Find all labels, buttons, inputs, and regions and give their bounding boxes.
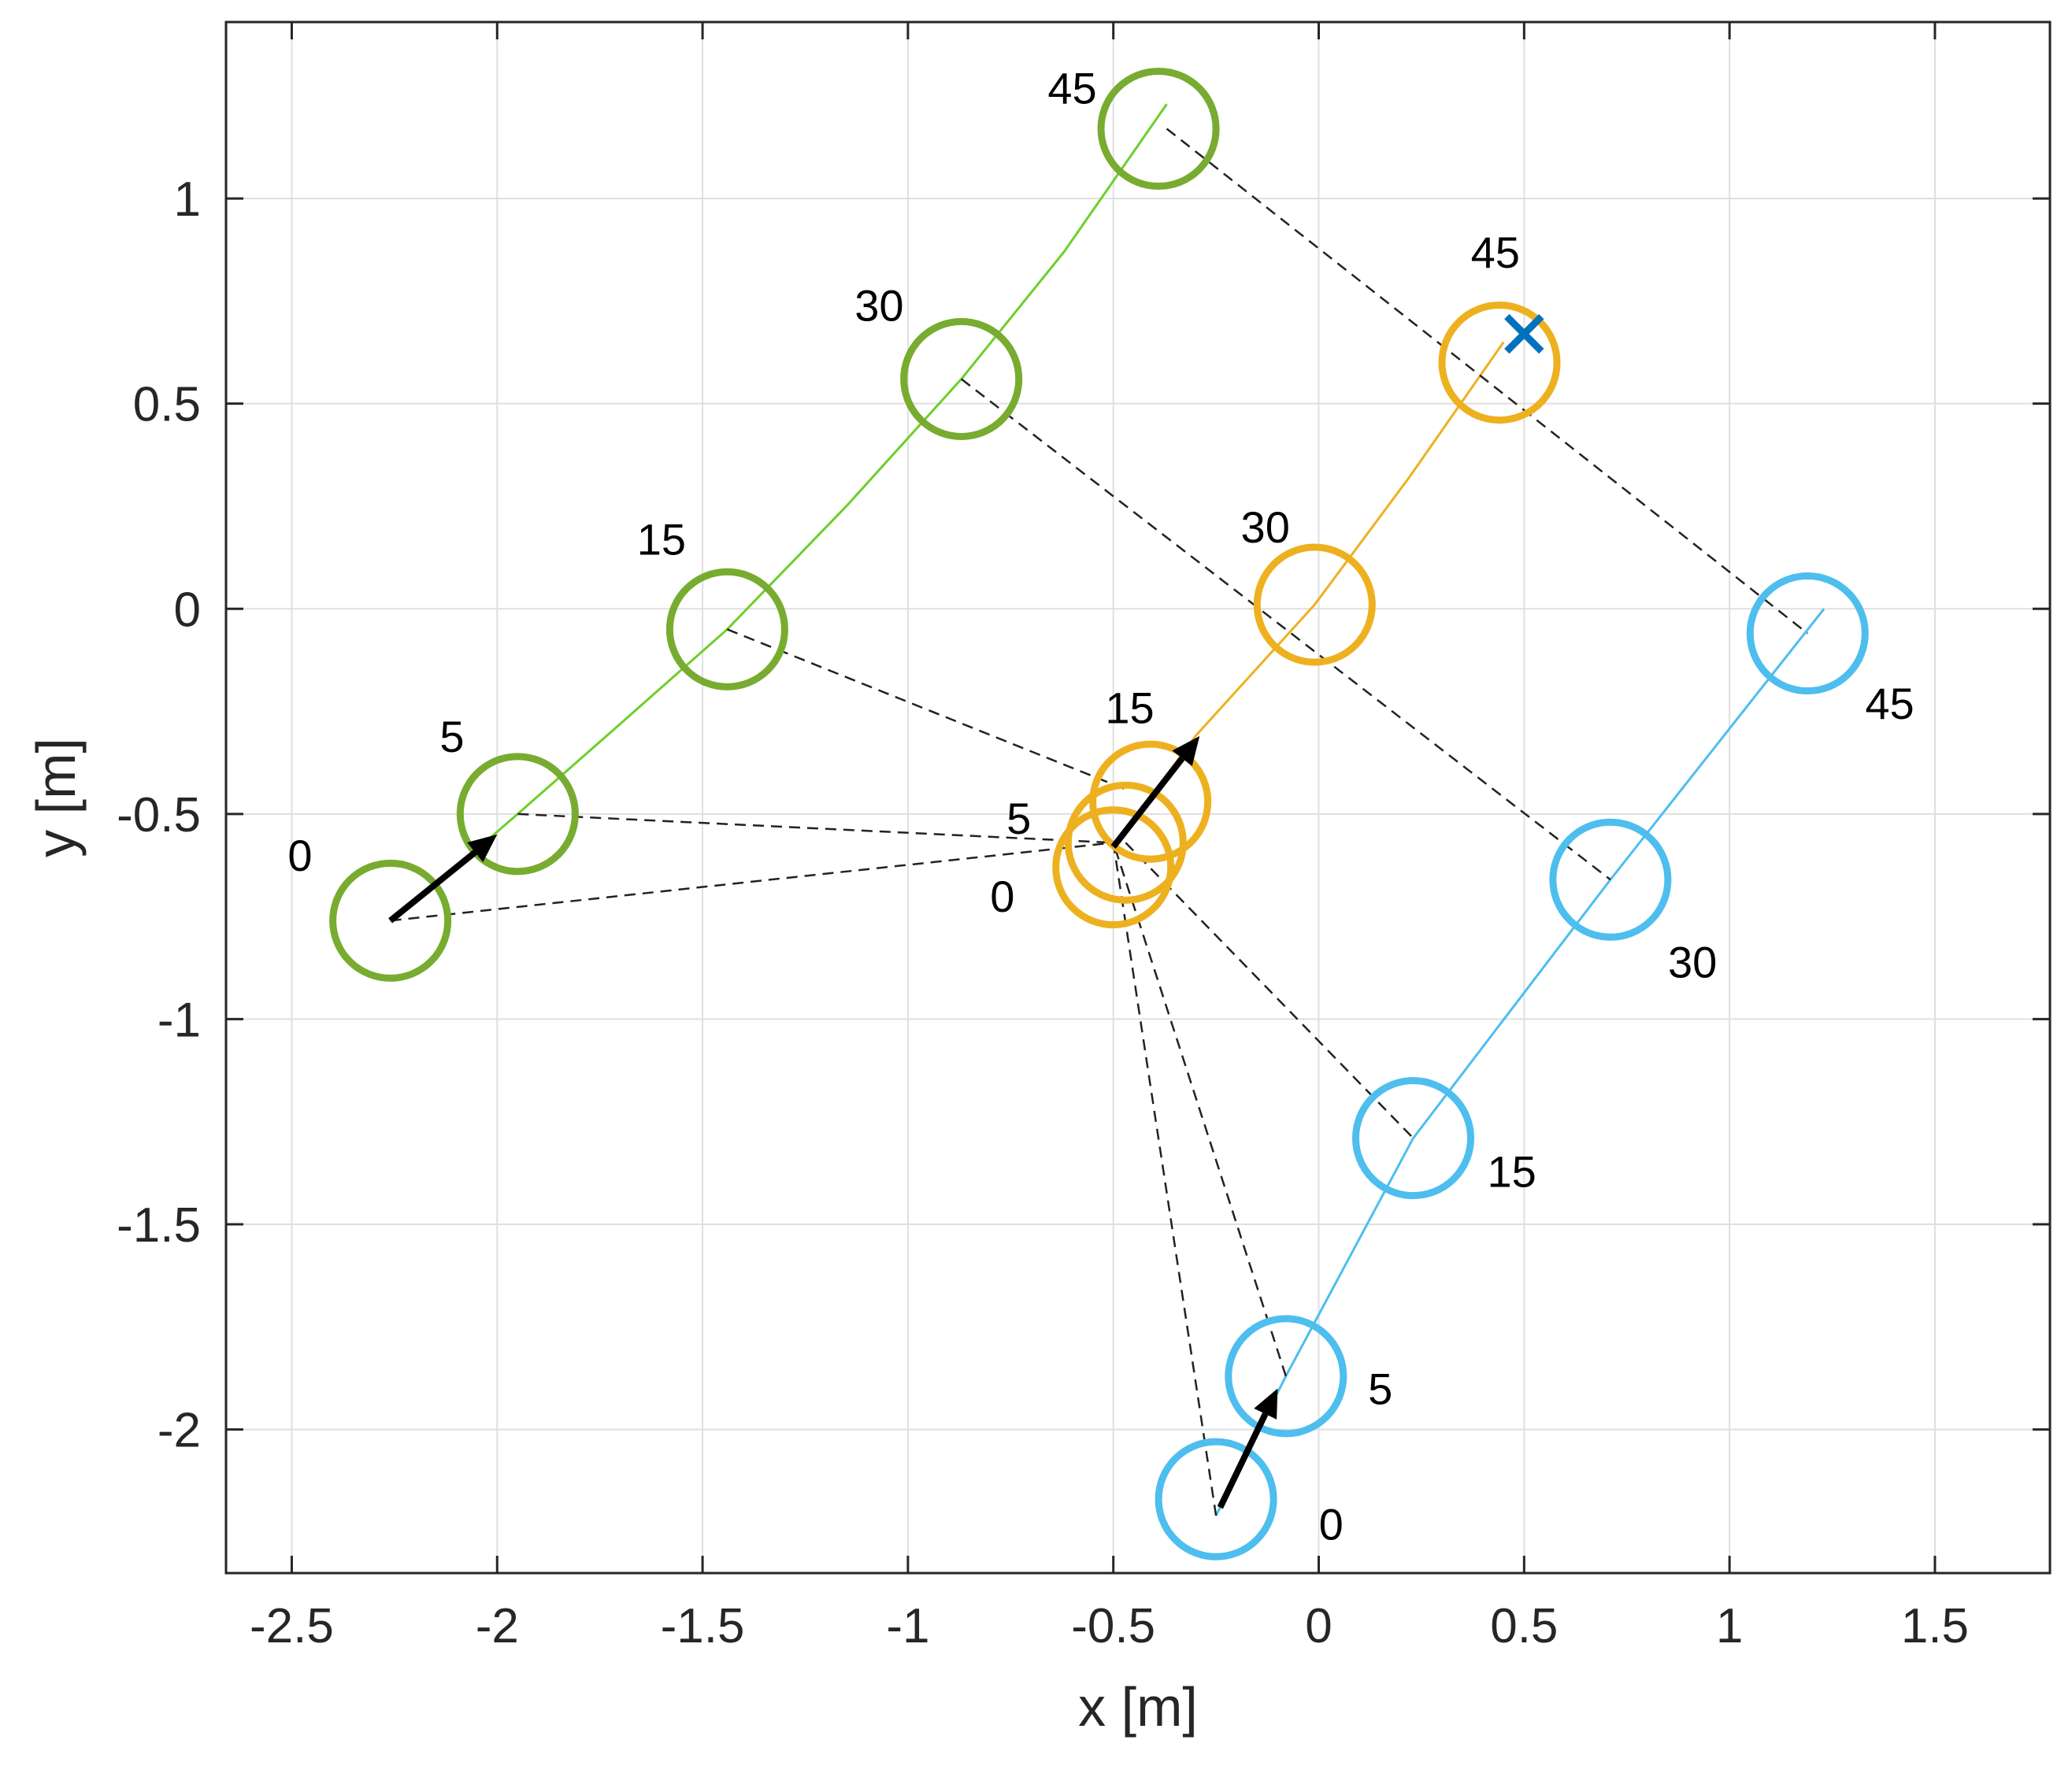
x-tick-label: -1 [886, 1599, 929, 1653]
time-labels: 0 5 15 30 45 0 5 15 30 45 0 5 15 30 45 [287, 63, 1914, 1549]
green-robot-t15 [665, 568, 788, 690]
blue-robot-t5 [1225, 1315, 1347, 1438]
x-tick-label: 1 [1716, 1599, 1743, 1653]
green-time-label: 15 [637, 515, 686, 565]
orange-robot-t30 [1253, 543, 1376, 666]
blue-robot-t0 [1155, 1438, 1277, 1560]
orange-time-label: 45 [1471, 228, 1520, 277]
axes-box [224, 20, 2052, 1575]
x-axis-label: x [m] [1078, 1676, 1198, 1738]
connector-line [1112, 842, 1287, 1377]
robot-circles [329, 67, 1869, 1560]
y-tick-label: -1 [158, 993, 201, 1047]
x-tick-label: 0.5 [1490, 1599, 1558, 1653]
orange-time-label: 0 [990, 872, 1014, 921]
green-robot-t45 [1097, 67, 1220, 191]
green-path [389, 103, 1168, 922]
heading-arrow-head [467, 834, 498, 862]
x-tick-label: 1.5 [1901, 1599, 1969, 1653]
connector-line [726, 628, 1126, 790]
grid [226, 22, 2050, 1573]
orange-robot-t0 [1052, 806, 1175, 929]
connector-line [1166, 128, 1809, 635]
orange-robot-t45 [1438, 302, 1561, 424]
heading-arrow-shaft [388, 850, 477, 924]
y-tick-label: 0 [174, 583, 201, 637]
orange-time-label: 5 [1006, 794, 1031, 843]
orange-robot-t15 [1089, 740, 1212, 863]
x-tick-label: -2.5 [250, 1599, 334, 1653]
x-tick-label: -2 [476, 1599, 519, 1653]
connector-line [1112, 842, 1218, 1516]
connector-line [390, 842, 1114, 922]
goal-marker-stroke [1504, 313, 1544, 354]
y-tick-label: -0.5 [117, 788, 201, 842]
heading-arrow-shaft [1110, 756, 1185, 849]
green-robot-t5 [456, 753, 579, 876]
blue-robot-t30 [1549, 818, 1672, 941]
x-tick-label: -1.5 [661, 1599, 745, 1653]
orange-time-label: 15 [1105, 683, 1154, 732]
connector-line [517, 813, 1114, 844]
connector-line [1125, 842, 1414, 1139]
green-time-label: 30 [854, 281, 903, 331]
y-axis-label: y [m] [25, 738, 87, 857]
green-robot-t30 [900, 317, 1023, 440]
blue-time-label: 30 [1668, 937, 1717, 987]
green-robot-t0 [329, 859, 452, 982]
green-time-label: 45 [1047, 63, 1096, 113]
blue-robot-t15 [1351, 1077, 1475, 1200]
heading-arrow-head [1172, 735, 1200, 767]
blue-time-label: 45 [1865, 679, 1914, 728]
x-tick-label: -0.5 [1071, 1599, 1155, 1653]
y-tick-label: -2 [158, 1404, 201, 1458]
orange-time-label: 30 [1241, 502, 1290, 552]
orange-robot-t5 [1064, 781, 1187, 904]
y-tick-label: 0.5 [133, 378, 201, 432]
blue-path [1214, 608, 1826, 1516]
y-tick-label: 1 [174, 172, 201, 227]
goal-marker-group [1504, 313, 1544, 354]
green-time-label: 0 [287, 831, 312, 880]
connector-line [960, 378, 1611, 881]
blue-time-label: 15 [1488, 1146, 1536, 1196]
blue-time-label: 5 [1368, 1364, 1392, 1413]
tick-labels: -2.5 -2 -1.5 -1 -0.5 0 0.5 1 1.5 1 0.5 0 -0.5 -1 -1.5 -… [117, 172, 1969, 1653]
heading-arrow-head [1254, 1388, 1278, 1420]
ticks [226, 22, 2050, 1573]
x-tick-label: 0 [1305, 1599, 1332, 1653]
connectors [390, 128, 1809, 1516]
blue-time-label: 0 [1319, 1499, 1344, 1549]
heading-arrows [388, 735, 1278, 1509]
blue-robot-t45 [1746, 572, 1869, 695]
y-tick-label: -1.5 [117, 1198, 201, 1253]
heading-arrow-shaft [1217, 1412, 1269, 1509]
green-time-label: 5 [439, 712, 464, 761]
